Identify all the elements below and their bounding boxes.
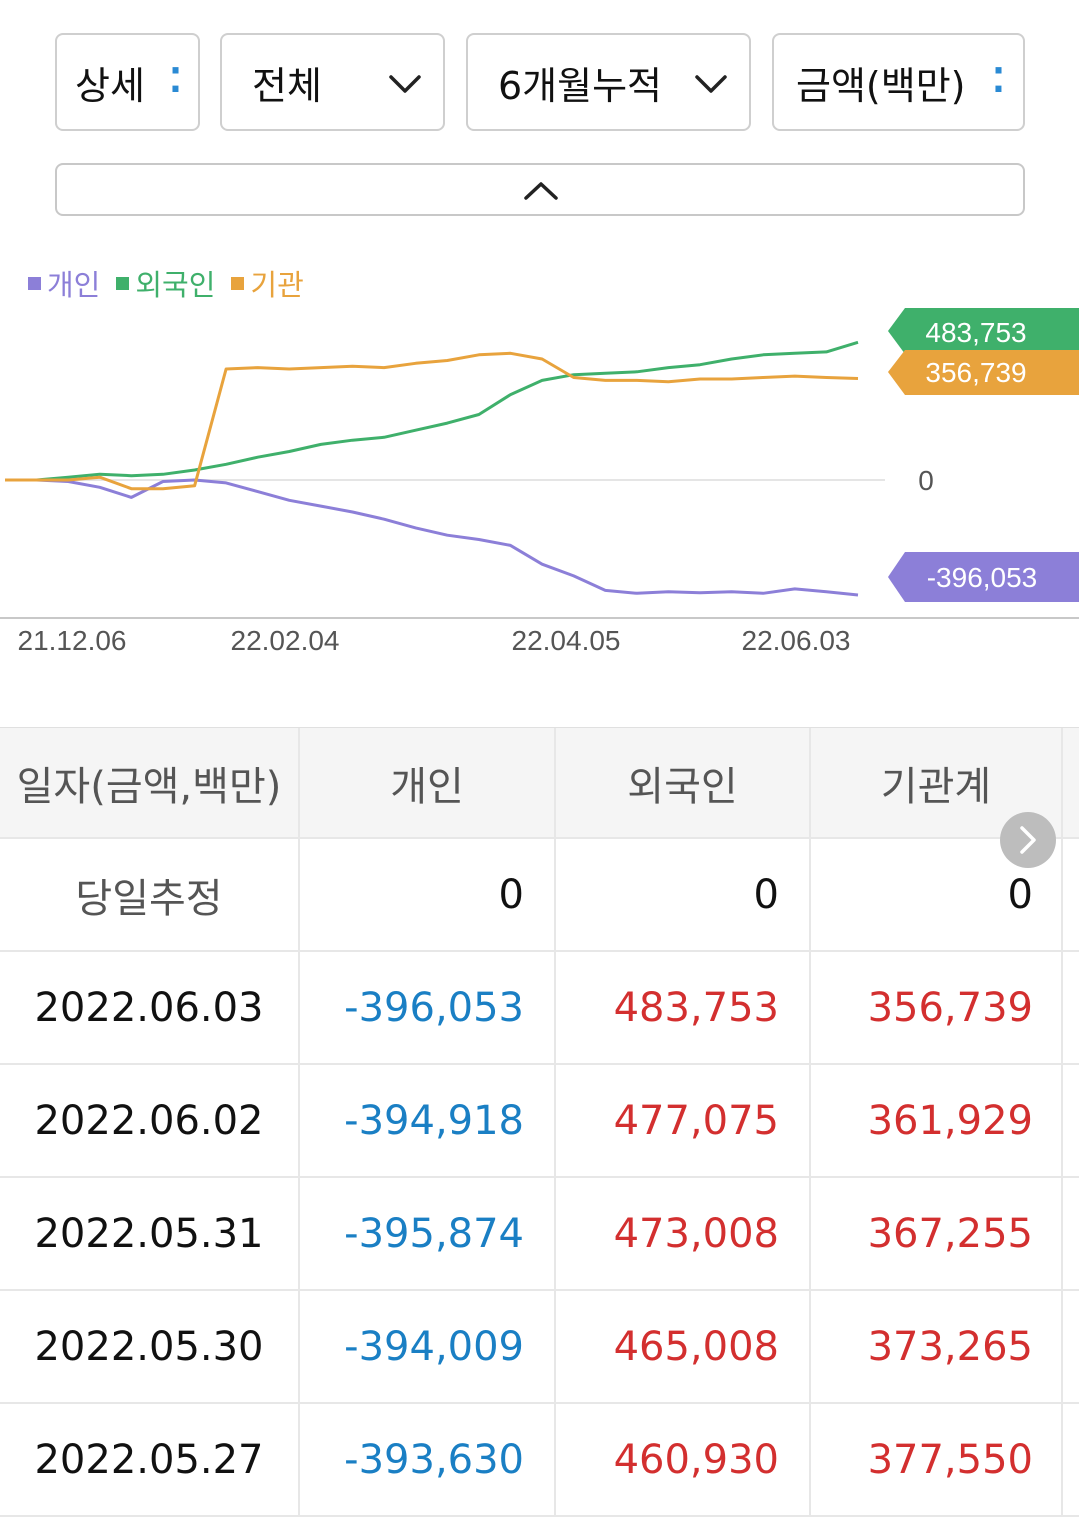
header-institution: 기관계 [809, 728, 1063, 837]
row-date: 2022.05.27 [34, 1436, 264, 1483]
table-row: 2022.05.27 -393,630 460,930 377,550 [0, 1404, 1079, 1517]
more-vert-dots-icon: ⁚ [992, 61, 1005, 101]
series-line-individual [5, 478, 859, 597]
detail-select-label: 상세 [75, 63, 145, 108]
table-row: 2022.05.30 -394,009 465,008 373,265 [0, 1291, 1079, 1404]
table-row: 2022.05.31 -395,874 473,008 367,255 [0, 1178, 1079, 1291]
scroll-columns-right-button[interactable] [1000, 812, 1056, 868]
row-date: 2022.05.30 [34, 1323, 264, 1370]
row-institution: 373,265 [809, 1291, 1063, 1402]
unit-select[interactable]: 금액(백만) ⁚ [772, 33, 1025, 131]
row-individual: -393,630 [298, 1404, 554, 1515]
legend-individual: 개인 [28, 262, 100, 304]
investor-table: 일자(금액,백만) 개인 외국인 기관계 당일추정 0 0 0 2022.06.… [0, 727, 1079, 1517]
chart-legend: 개인 외국인 기관 [28, 262, 320, 304]
table-header: 일자(금액,백만) 개인 외국인 기관계 [0, 727, 1079, 839]
row-institution: 361,929 [809, 1065, 1063, 1176]
series-line-institution [5, 351, 859, 491]
x-tick-label: 22.02.04 [231, 625, 340, 656]
period-select[interactable]: 6개월누적 [466, 33, 751, 131]
row-foreign: 483,753 [554, 952, 809, 1063]
row-foreign: 477,075 [554, 1065, 809, 1176]
row-individual: -394,918 [298, 1065, 554, 1176]
series-line-foreign [5, 340, 859, 482]
header-date: 일자(금액,백만) [16, 763, 282, 810]
row-individual: -394,009 [298, 1291, 554, 1402]
row-institution: 356,739 [809, 952, 1063, 1063]
period-select-label: 6개월누적 [498, 63, 663, 108]
collapse-filters-button[interactable] [55, 163, 1025, 216]
unit-select-label: 금액(백만) [796, 63, 966, 108]
chevron-down-icon [695, 75, 727, 93]
chevron-right-icon [1020, 826, 1036, 854]
header-foreign: 외국인 [554, 728, 809, 837]
row-institution: 377,550 [809, 1404, 1063, 1515]
estimate-institution: 0 [809, 839, 1063, 950]
chevron-down-icon [389, 75, 421, 93]
zero-label: 0 [918, 465, 934, 496]
row-foreign: 465,008 [554, 1291, 809, 1402]
legend-foreign: 외국인 [116, 262, 215, 304]
row-foreign: 473,008 [554, 1178, 809, 1289]
more-vert-dots-icon: ⁚ [169, 61, 182, 101]
end-label-institution: 356,739 [888, 350, 1079, 395]
scope-select-label: 전체 [252, 63, 322, 108]
table-row: 2022.06.03 -396,053 483,753 356,739 [0, 952, 1079, 1065]
svg-text:356,739: 356,739 [925, 357, 1026, 388]
row-date: 2022.05.31 [34, 1210, 264, 1257]
row-foreign: 460,930 [554, 1404, 809, 1515]
header-individual: 개인 [298, 728, 554, 837]
row-institution: 367,255 [809, 1178, 1063, 1289]
x-tick-label: 22.04.05 [512, 625, 621, 656]
x-tick-label: 21.12.06 [18, 625, 127, 656]
chevron-up-icon [524, 182, 558, 200]
table-row-estimate: 당일추정 0 0 0 [0, 839, 1079, 952]
row-date: 2022.06.03 [34, 984, 264, 1031]
row-date: 2022.06.02 [34, 1097, 264, 1144]
x-tick-label: 22.06.03 [742, 625, 851, 656]
svg-text:-396,053: -396,053 [927, 562, 1038, 593]
estimate-foreign: 0 [554, 839, 809, 950]
row-individual: -395,874 [298, 1178, 554, 1289]
estimate-label: 당일추정 [75, 875, 223, 922]
end-label-individual: -396,053 [888, 552, 1079, 602]
table-row: 2022.06.02 -394,918 477,075 361,929 [0, 1065, 1079, 1178]
svg-text:483,753: 483,753 [925, 317, 1026, 348]
detail-select[interactable]: 상세 ⁚ [55, 33, 200, 131]
investor-flow-chart: 0 483,753 356,739 -396,053 21.12.06 22.0… [0, 308, 1079, 656]
scope-select[interactable]: 전체 [220, 33, 445, 131]
estimate-individual: 0 [298, 839, 554, 950]
row-individual: -396,053 [298, 952, 554, 1063]
end-label-foreign: 483,753 [888, 308, 1079, 354]
legend-institution: 기관 [231, 262, 304, 304]
